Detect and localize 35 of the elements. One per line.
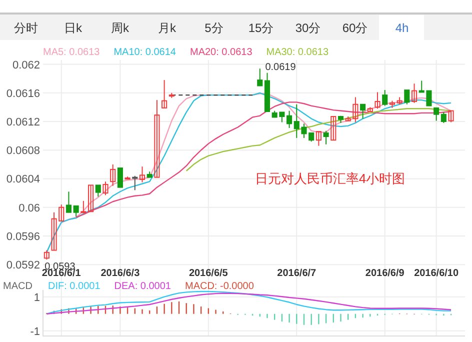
chart-title: MACD <box>3 281 32 292</box>
annotation: 0.0619 <box>265 62 296 73</box>
category-label: 分时 <box>14 21 38 35</box>
y-tick-label: 0.062 <box>12 59 40 72</box>
y-tick-label: 0.06 <box>18 202 40 214</box>
x-tick-label: 2016/6/7 <box>277 268 317 279</box>
series-label: MACD: -0.0000 <box>184 281 254 292</box>
x-tick-label: 2016/6/5 <box>188 268 228 279</box>
text: MA10: 0.0614 <box>114 47 176 58</box>
category-label: 月k <box>158 21 177 35</box>
series-label: DIF: 0.0001 <box>48 281 101 292</box>
category-label: 4h <box>395 21 409 35</box>
x-tick-label: 2016/6/10 <box>414 268 460 279</box>
y-tick-label: 1 <box>34 292 40 304</box>
category-label: 60分 <box>342 21 368 35</box>
y-tick-label: 0.0592 <box>6 260 40 272</box>
series-label: DEA: 0.0001 <box>114 281 172 292</box>
category-label: 15分 <box>248 21 274 35</box>
category-label: 周k <box>111 21 130 35</box>
y-tick-label: -1 <box>30 326 40 338</box>
x-tick-label: 2016/6/9 <box>365 268 405 279</box>
text: MA30: 0.0613 <box>266 47 329 58</box>
x-tick-label: 2016/6/1 <box>42 268 82 279</box>
category-label: 日k <box>64 21 83 35</box>
category-label: 5分 <box>204 21 224 35</box>
annotation: 日元对人民币汇率4小时图 <box>254 171 406 186</box>
y-tick-label: 0.0596 <box>6 230 40 243</box>
category-label: 30分 <box>295 21 321 35</box>
y-tick-label: 0.0612 <box>6 116 40 129</box>
x-tick-label: 2016/6/3 <box>100 268 140 279</box>
text: MA20: 0.0613 <box>190 47 253 58</box>
y-tick-label: 0.0604 <box>6 174 40 186</box>
y-tick-label: 0.0616 <box>6 88 40 100</box>
text: MA5: 0.0613 <box>43 47 100 58</box>
y-tick-label: 0.0608 <box>6 145 40 158</box>
